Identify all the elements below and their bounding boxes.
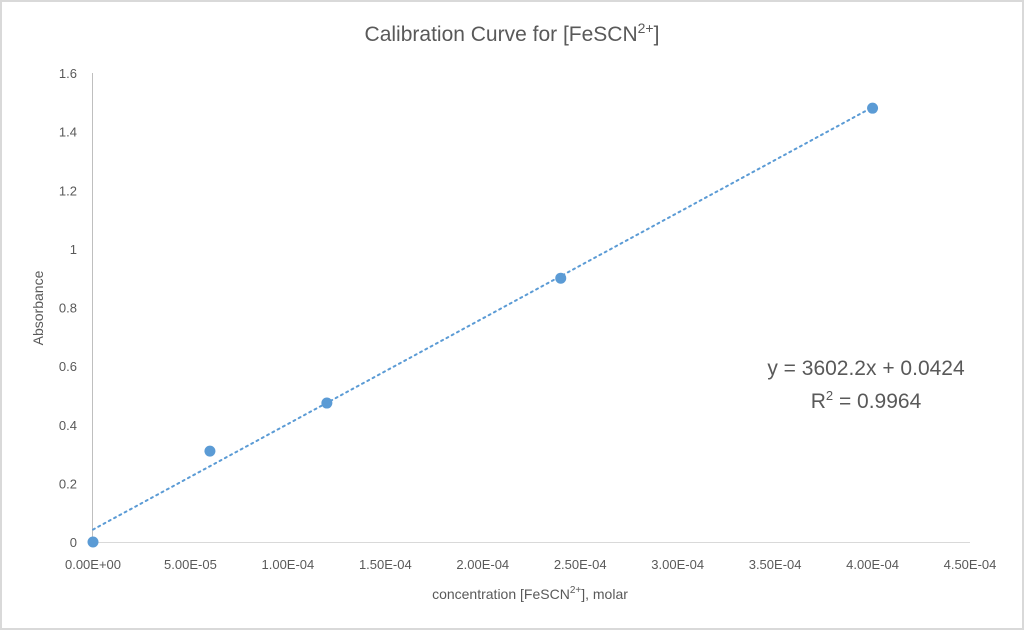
x-tick-label: 4.50E-04 bbox=[944, 557, 997, 572]
y-tick-label: 0.6 bbox=[59, 359, 77, 374]
data-point bbox=[87, 536, 99, 548]
x-tick-label: 4.00E-04 bbox=[846, 557, 899, 572]
x-tick-label: 1.00E-04 bbox=[262, 557, 315, 572]
x-tick-label: 1.50E-04 bbox=[359, 557, 412, 572]
linear-trendline bbox=[92, 106, 874, 531]
x-tick-label: 3.50E-04 bbox=[749, 557, 802, 572]
y-tick-label: 0.4 bbox=[59, 418, 77, 433]
chart-title: Calibration Curve for [FeSCN2+] bbox=[365, 20, 660, 46]
y-axis-ticks: 0 0.2 0.4 0.6 0.8 1 1.2 1.4 1.6 bbox=[59, 66, 77, 550]
x-axis-ticks: 0.00E+00 5.00E-05 1.00E-04 1.50E-04 2.00E-04… bbox=[65, 557, 996, 572]
y-tick-label: 0.2 bbox=[59, 476, 77, 491]
x-tick-label: 0.00E+00 bbox=[65, 557, 121, 572]
x-tick-label: 2.50E-04 bbox=[554, 557, 607, 572]
trendline-equation: y = 3602.2x + 0.0424 bbox=[767, 357, 965, 380]
y-tick-label: 1.4 bbox=[59, 125, 77, 140]
data-point bbox=[555, 272, 567, 284]
data-point bbox=[204, 445, 216, 457]
data-point bbox=[867, 102, 879, 114]
y-axis-label: Absorbance bbox=[30, 270, 46, 345]
y-tick-label: 1 bbox=[70, 242, 77, 257]
y-tick-label: 1.6 bbox=[59, 66, 77, 81]
x-tick-label: 2.00E-04 bbox=[456, 557, 509, 572]
x-axis-label: concentration [FeSCN2+], molar bbox=[432, 585, 628, 602]
data-points bbox=[87, 102, 879, 548]
x-tick-label: 5.00E-05 bbox=[164, 557, 217, 572]
r-squared-label: R2 = 0.9964 bbox=[811, 388, 922, 413]
y-tick-label: 0 bbox=[70, 535, 77, 550]
data-point bbox=[321, 397, 333, 409]
x-tick-label: 3.00E-04 bbox=[651, 557, 704, 572]
y-tick-label: 1.2 bbox=[59, 183, 77, 198]
y-tick-label: 0.8 bbox=[59, 301, 77, 316]
